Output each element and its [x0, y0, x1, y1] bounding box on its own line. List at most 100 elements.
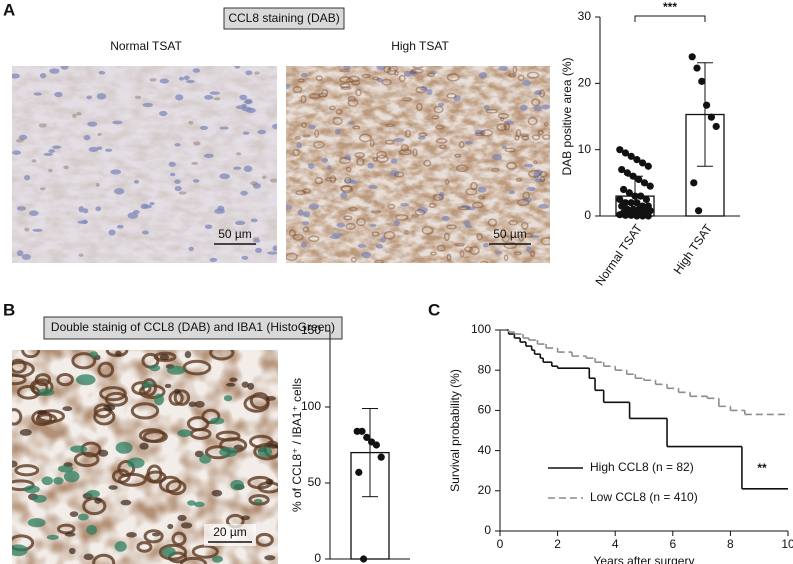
cell — [140, 203, 149, 210]
cell — [315, 75, 323, 82]
y-axis-label: DAB positive area (%) — [560, 57, 574, 175]
cell — [375, 243, 384, 249]
cell — [301, 122, 308, 129]
cell — [12, 544, 28, 557]
cell — [174, 179, 181, 184]
cell — [394, 70, 399, 76]
legend-label: Low CCL8 (n = 410) — [590, 490, 698, 504]
cell — [114, 541, 127, 552]
cell — [43, 152, 53, 157]
cell — [114, 187, 125, 195]
data-point — [355, 468, 363, 476]
cell — [88, 147, 99, 153]
cell — [297, 209, 304, 216]
data-point — [646, 182, 654, 190]
cell — [286, 252, 298, 261]
cell — [541, 104, 550, 110]
cell — [485, 108, 499, 114]
cell — [427, 72, 436, 77]
cell — [302, 226, 310, 233]
cell — [57, 465, 74, 473]
cell — [168, 161, 176, 167]
cell — [240, 190, 248, 196]
cell — [409, 70, 416, 75]
cell — [341, 185, 353, 194]
cell — [409, 70, 418, 77]
cell — [340, 86, 352, 90]
cell — [126, 531, 137, 538]
cell — [334, 128, 341, 136]
cell — [531, 98, 541, 107]
cell — [103, 404, 116, 411]
cell — [149, 78, 157, 82]
cell — [272, 245, 277, 252]
cell — [158, 543, 188, 561]
cell — [354, 152, 366, 159]
cell — [435, 138, 448, 144]
cell — [134, 95, 142, 100]
data-point — [707, 113, 716, 121]
cell — [211, 555, 224, 563]
x-tick-label: 6 — [669, 537, 676, 551]
cell — [131, 381, 152, 396]
y-tick-label: 10 — [578, 142, 592, 156]
cell — [420, 86, 428, 92]
cell — [35, 413, 58, 425]
cell — [490, 168, 500, 172]
x-tick-label: High TSAT — [671, 221, 716, 277]
y-tick-label: 0 — [584, 208, 591, 222]
cell — [386, 67, 397, 76]
data-point — [372, 441, 380, 449]
cell — [414, 208, 426, 216]
cell — [421, 226, 434, 235]
cell — [234, 220, 246, 226]
cell — [345, 222, 356, 230]
cell — [108, 485, 118, 490]
cell — [177, 514, 187, 521]
cell — [361, 251, 372, 259]
cell — [503, 120, 515, 125]
cell — [213, 97, 221, 101]
cell — [48, 149, 55, 154]
cell — [344, 176, 352, 185]
data-point — [358, 427, 366, 435]
cell — [27, 518, 46, 528]
cell — [177, 429, 192, 438]
cell — [539, 89, 546, 98]
error-bar — [627, 175, 643, 217]
cell — [332, 232, 343, 237]
cell — [446, 253, 452, 262]
cell — [14, 464, 40, 477]
cell — [127, 212, 139, 219]
cell — [520, 133, 529, 138]
cell — [369, 223, 377, 228]
cell — [96, 146, 103, 150]
cell — [32, 228, 43, 232]
cell — [98, 70, 106, 75]
y-tick-label: 40 — [478, 443, 492, 457]
y-tick-label: 80 — [478, 362, 492, 376]
cell — [72, 113, 77, 118]
cell — [494, 250, 503, 255]
cell — [465, 187, 478, 196]
cell — [412, 66, 424, 69]
cell — [98, 449, 109, 457]
y-tick-label: 50 — [308, 475, 322, 489]
cell — [247, 382, 255, 390]
cell — [241, 103, 247, 108]
cell — [174, 388, 181, 394]
cell — [19, 429, 32, 436]
data-point — [690, 179, 698, 187]
x-tick-label: 10 — [781, 537, 793, 551]
image-cells — [12, 350, 278, 564]
data-point — [618, 202, 626, 210]
cell — [356, 157, 365, 166]
cell — [474, 132, 486, 137]
cell — [272, 123, 277, 130]
y-tick-label: 30 — [578, 9, 592, 23]
cell — [149, 364, 161, 372]
cell — [372, 156, 379, 162]
cell — [438, 195, 444, 200]
cell — [336, 222, 346, 228]
cell — [188, 120, 194, 125]
